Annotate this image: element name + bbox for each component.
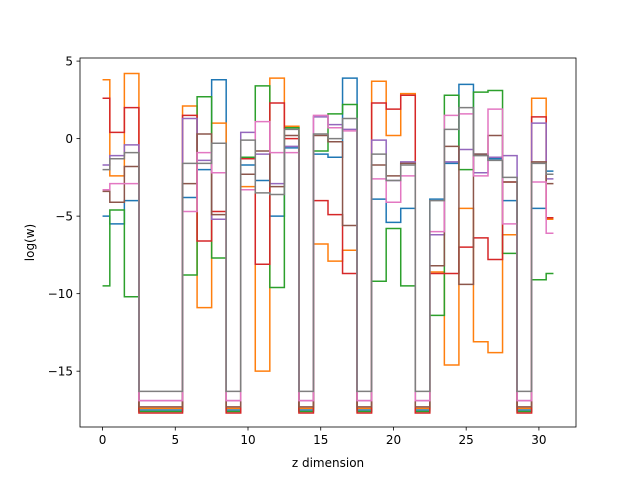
y-axis-label: log(w) [23, 224, 37, 261]
y-tick-label: −15 [48, 365, 73, 379]
series-line-4 [102, 94, 554, 414]
series-line-5 [102, 116, 554, 402]
x-tick-label: 20 [386, 433, 401, 447]
y-tick-label: −5 [55, 210, 73, 224]
x-axis-label: z dimension [292, 456, 364, 470]
series-line-3 [102, 85, 554, 413]
y-tick-label: 0 [65, 132, 73, 146]
plot-frame [79, 57, 577, 428]
x-tick-label: 0 [99, 433, 107, 447]
x-axis: 0 5 10 15 20 25 30 [99, 427, 547, 447]
x-tick-label: 15 [313, 433, 328, 447]
x-tick-label: 30 [531, 433, 546, 447]
y-tick-label: 5 [65, 55, 73, 69]
x-tick-label: 5 [171, 433, 179, 447]
y-axis: 5 0 −5 −10 −15 [48, 55, 80, 379]
y-tick-label: −10 [48, 287, 73, 301]
series-layer [102, 72, 554, 414]
series-line-8 [102, 106, 554, 393]
x-tick-label: 10 [240, 433, 255, 447]
x-tick-label: 25 [459, 433, 474, 447]
series-line-2 [102, 72, 554, 410]
series-line-6 [102, 133, 554, 408]
